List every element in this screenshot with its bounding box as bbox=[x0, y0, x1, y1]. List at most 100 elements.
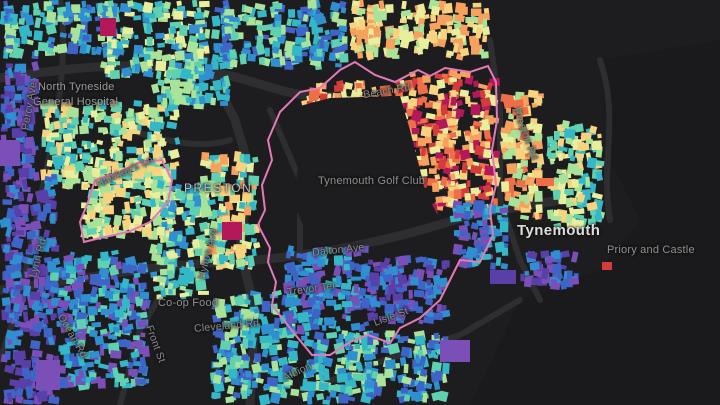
building bbox=[151, 134, 157, 141]
building bbox=[137, 319, 148, 328]
building bbox=[243, 5, 253, 14]
building bbox=[329, 389, 337, 398]
building bbox=[169, 162, 177, 170]
building bbox=[455, 204, 465, 214]
building bbox=[438, 277, 448, 288]
building bbox=[284, 60, 294, 70]
building bbox=[385, 27, 396, 34]
building bbox=[79, 43, 88, 55]
building bbox=[14, 209, 23, 218]
building bbox=[526, 250, 538, 260]
building bbox=[47, 36, 56, 43]
building bbox=[104, 290, 114, 299]
building bbox=[33, 9, 41, 16]
building bbox=[297, 311, 310, 324]
building bbox=[318, 39, 325, 49]
building bbox=[241, 330, 249, 336]
building bbox=[225, 396, 235, 404]
building bbox=[351, 5, 359, 15]
building bbox=[34, 17, 42, 29]
building bbox=[312, 294, 324, 303]
building bbox=[270, 26, 282, 36]
building bbox=[137, 124, 142, 131]
building bbox=[102, 343, 109, 349]
building bbox=[508, 183, 515, 191]
building bbox=[64, 146, 72, 153]
label-hospital-line2: General Hospital bbox=[33, 96, 119, 108]
building bbox=[329, 1, 341, 12]
building bbox=[127, 133, 133, 141]
building bbox=[317, 317, 324, 326]
building bbox=[89, 329, 98, 338]
building bbox=[31, 304, 42, 311]
building bbox=[247, 53, 256, 62]
building bbox=[255, 377, 264, 384]
building bbox=[43, 204, 51, 214]
building bbox=[63, 155, 72, 167]
building bbox=[254, 353, 261, 363]
building bbox=[343, 263, 350, 271]
building bbox=[258, 393, 271, 405]
building bbox=[296, 279, 308, 288]
building bbox=[563, 128, 576, 141]
building bbox=[417, 97, 424, 106]
building bbox=[466, 20, 475, 28]
building bbox=[436, 79, 446, 90]
building bbox=[401, 375, 412, 385]
building bbox=[356, 34, 362, 46]
building bbox=[459, 147, 471, 161]
building bbox=[25, 222, 36, 231]
building bbox=[242, 13, 250, 23]
building bbox=[133, 100, 143, 107]
building bbox=[411, 127, 420, 135]
building bbox=[322, 399, 331, 405]
building bbox=[367, 312, 375, 322]
building bbox=[399, 38, 410, 49]
building bbox=[187, 259, 195, 268]
building bbox=[247, 254, 255, 267]
building bbox=[452, 72, 462, 80]
landmark-building bbox=[490, 270, 516, 284]
building bbox=[39, 102, 51, 110]
building bbox=[434, 370, 444, 381]
building bbox=[426, 287, 434, 296]
building bbox=[157, 79, 165, 87]
building bbox=[91, 167, 101, 178]
building bbox=[483, 89, 491, 95]
building bbox=[208, 258, 213, 263]
building bbox=[111, 39, 117, 49]
building bbox=[253, 308, 260, 314]
building bbox=[166, 121, 178, 130]
building bbox=[347, 350, 358, 361]
landmark-building bbox=[222, 222, 242, 240]
building bbox=[331, 11, 340, 23]
building bbox=[550, 279, 557, 289]
building bbox=[454, 149, 460, 160]
building bbox=[229, 253, 235, 265]
building bbox=[133, 15, 142, 21]
building bbox=[502, 235, 509, 242]
building bbox=[259, 335, 271, 344]
building bbox=[97, 258, 109, 269]
building bbox=[360, 395, 372, 404]
building bbox=[279, 56, 286, 66]
building bbox=[378, 0, 385, 10]
building bbox=[357, 52, 364, 59]
building bbox=[41, 292, 50, 298]
building bbox=[266, 376, 279, 387]
building bbox=[243, 42, 252, 49]
building bbox=[316, 83, 322, 92]
building bbox=[454, 14, 465, 23]
building bbox=[421, 344, 428, 356]
building bbox=[38, 276, 46, 287]
building bbox=[477, 16, 484, 25]
building bbox=[214, 189, 221, 197]
building bbox=[447, 26, 453, 34]
building bbox=[385, 311, 394, 319]
building bbox=[199, 159, 211, 168]
building bbox=[60, 324, 67, 334]
building bbox=[239, 153, 244, 164]
building bbox=[69, 319, 74, 327]
